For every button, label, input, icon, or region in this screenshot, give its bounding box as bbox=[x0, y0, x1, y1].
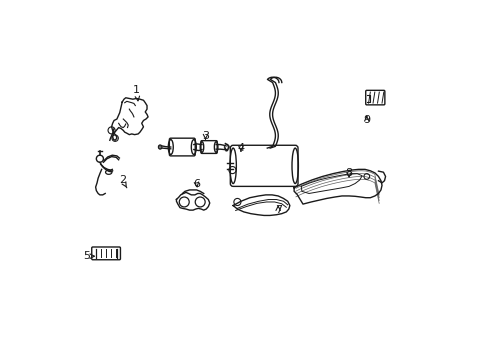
Text: 5: 5 bbox=[83, 251, 94, 261]
Text: 8: 8 bbox=[345, 168, 352, 178]
Text: 2: 2 bbox=[119, 175, 126, 188]
Text: 9: 9 bbox=[363, 115, 369, 125]
Text: 3: 3 bbox=[202, 131, 208, 141]
Text: 7: 7 bbox=[274, 205, 281, 215]
Text: 6: 6 bbox=[193, 179, 200, 189]
Text: 1: 1 bbox=[133, 85, 140, 101]
Text: 4: 4 bbox=[237, 143, 244, 153]
